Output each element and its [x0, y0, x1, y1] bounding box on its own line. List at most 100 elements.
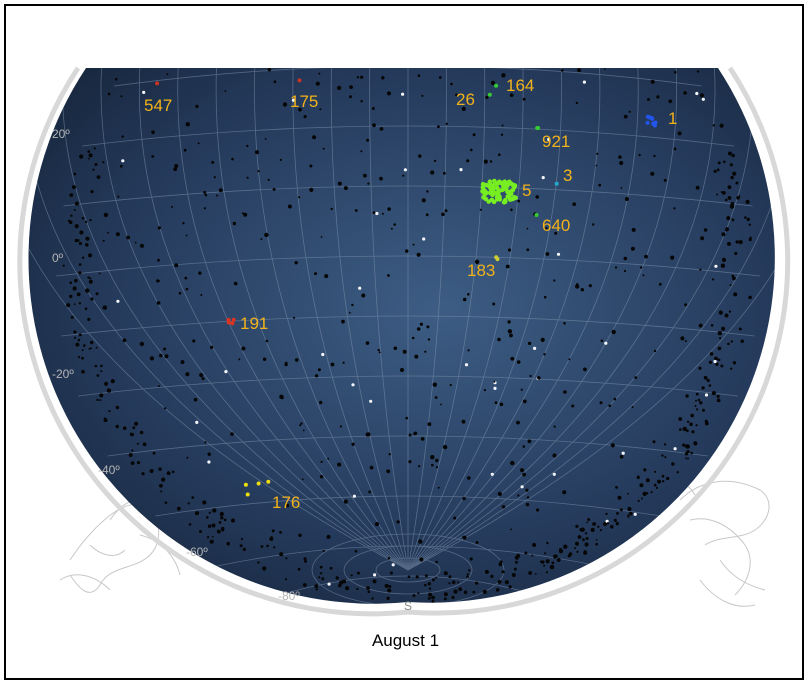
- faint-star: [171, 205, 173, 208]
- faint-star: [517, 494, 520, 497]
- faint-star: [78, 333, 82, 337]
- faint-star: [433, 159, 437, 163]
- faint-star: [90, 340, 94, 345]
- faint-star: [81, 356, 84, 360]
- faint-star: [416, 252, 421, 257]
- grid-meridian: [138, 68, 409, 571]
- faint-star: [299, 424, 302, 427]
- faint-star: [371, 107, 375, 110]
- faint-star: [627, 515, 630, 518]
- faint-star: [694, 404, 697, 407]
- faint-star: [653, 349, 657, 353]
- grid-meridian: [407, 68, 486, 571]
- faint-star: [186, 456, 189, 459]
- bright-star: [207, 460, 211, 464]
- faint-star: [85, 288, 90, 293]
- faint-star: [338, 583, 342, 588]
- faint-star: [730, 367, 733, 370]
- faint-star: [408, 433, 412, 437]
- faint-star: [655, 486, 659, 489]
- dec-label-minus20: -20º: [52, 367, 74, 381]
- faint-star: [716, 168, 720, 172]
- cluster-star: [507, 195, 512, 200]
- faint-star: [85, 243, 89, 247]
- faint-star: [702, 408, 705, 412]
- faint-star: [88, 253, 93, 258]
- faint-star: [93, 147, 96, 150]
- faint-star: [524, 551, 528, 555]
- cluster-label-5: 5: [522, 181, 531, 200]
- faint-star: [715, 362, 719, 366]
- faint-star: [128, 453, 133, 457]
- faint-star: [716, 394, 720, 398]
- faint-star: [424, 350, 427, 353]
- faint-star: [685, 457, 687, 460]
- faint-star: [748, 295, 752, 300]
- faint-star: [121, 135, 124, 138]
- faint-star: [393, 223, 397, 226]
- faint-star: [657, 479, 662, 484]
- faint-star: [435, 576, 438, 579]
- faint-star: [294, 358, 299, 362]
- faint-star: [102, 305, 108, 310]
- faint-star: [130, 461, 135, 465]
- faint-star: [614, 266, 618, 269]
- faint-star: [74, 201, 79, 206]
- faint-star: [201, 377, 205, 381]
- faint-star: [712, 278, 715, 281]
- faint-star: [507, 248, 512, 252]
- faint-star: [381, 212, 384, 215]
- faint-star: [652, 440, 656, 444]
- faint-star: [122, 426, 127, 431]
- cluster-star: [492, 190, 498, 196]
- faint-star: [156, 279, 160, 283]
- faint-star: [444, 209, 448, 213]
- faint-star: [183, 148, 187, 152]
- faint-star: [76, 292, 81, 297]
- faint-star: [731, 153, 735, 158]
- faint-star: [427, 422, 432, 427]
- faint-star: [356, 76, 360, 79]
- cluster-star: [256, 481, 261, 486]
- bright-star: [351, 383, 355, 387]
- faint-star: [262, 566, 267, 571]
- south-label: S: [404, 599, 412, 613]
- bright-star: [391, 563, 395, 567]
- faint-star: [114, 77, 118, 81]
- faint-star: [140, 243, 144, 248]
- faint-star: [495, 588, 500, 592]
- faint-star: [75, 342, 80, 347]
- faint-star: [88, 279, 93, 284]
- faint-star: [126, 235, 131, 240]
- grid-meridian: [28, 68, 409, 571]
- faint-star: [562, 490, 567, 495]
- faint-star: [241, 346, 246, 351]
- faint-star: [361, 293, 366, 298]
- grid-meridian: [407, 68, 524, 571]
- bright-star: [327, 582, 331, 586]
- faint-star: [690, 413, 694, 418]
- cluster-star: [245, 492, 250, 497]
- grid-meridian: [330, 68, 409, 571]
- faint-star: [563, 322, 566, 325]
- faint-star: [264, 232, 269, 238]
- faint-star: [427, 582, 432, 586]
- faint-star: [583, 550, 588, 555]
- faint-star: [384, 583, 389, 588]
- bright-star: [403, 168, 407, 172]
- faint-star: [408, 460, 412, 464]
- faint-star: [466, 575, 469, 578]
- faint-star: [545, 571, 549, 574]
- faint-star: [540, 337, 545, 342]
- faint-star: [368, 490, 372, 494]
- faint-star: [219, 511, 224, 517]
- cluster-star: [494, 83, 499, 88]
- bright-star: [533, 346, 537, 350]
- faint-star: [467, 349, 470, 352]
- cluster-5-members: [480, 178, 518, 205]
- faint-star: [260, 545, 264, 548]
- faint-star: [717, 331, 722, 336]
- faint-star: [84, 220, 88, 223]
- faint-star: [693, 441, 698, 446]
- faint-star: [475, 581, 479, 585]
